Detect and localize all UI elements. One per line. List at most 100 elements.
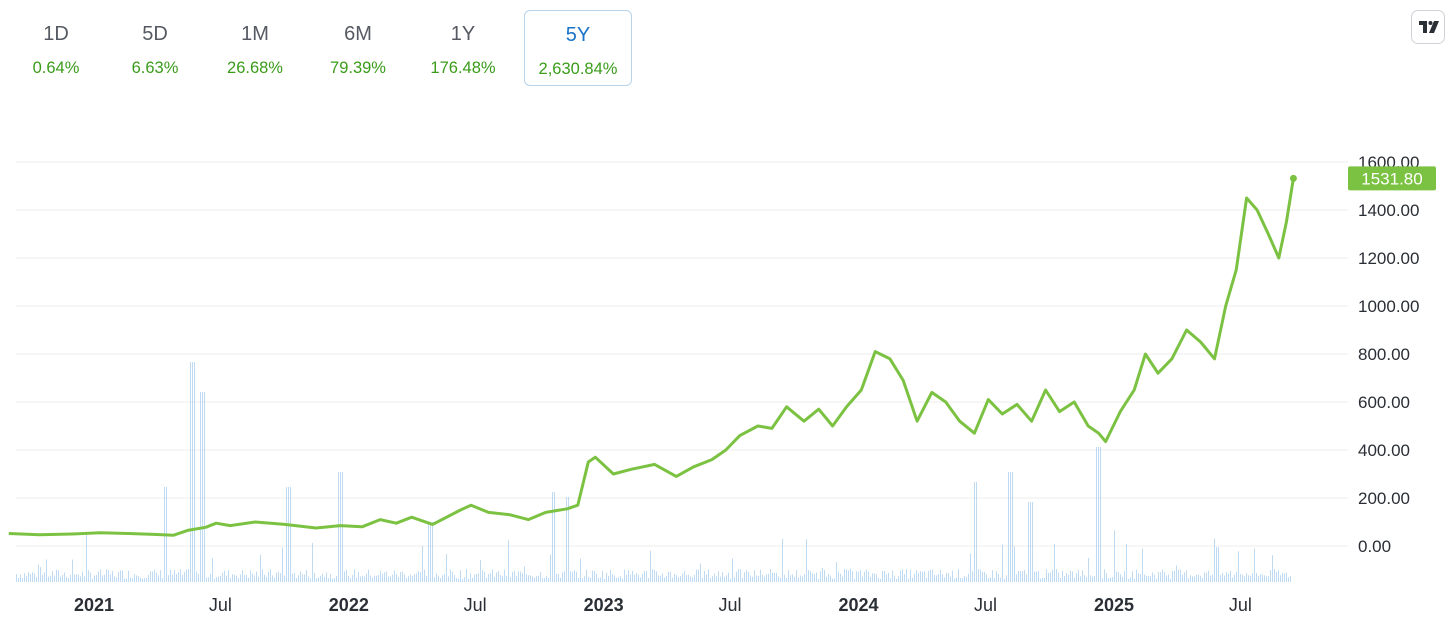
tradingview-logo-icon[interactable] <box>1411 10 1445 44</box>
volume-bar <box>210 573 211 582</box>
tab-5d[interactable]: 5D 6.63% <box>101 10 209 86</box>
volume-bar <box>632 570 633 582</box>
volume-bar <box>1024 570 1025 582</box>
volume-bar <box>916 570 917 582</box>
volume-bar <box>1030 502 1031 582</box>
volume-bar <box>44 572 45 582</box>
volume-bar <box>740 569 741 582</box>
volume-bar <box>1022 571 1023 582</box>
volume-bar <box>56 569 57 582</box>
volume-bar <box>880 578 881 582</box>
volume-bar <box>506 575 507 582</box>
volume-bar <box>744 572 745 582</box>
volume-bar <box>374 575 375 582</box>
volume-bar <box>256 571 257 582</box>
volume-bar <box>70 574 71 582</box>
volume-bar <box>424 569 425 582</box>
volume-bar <box>558 574 559 582</box>
volume-bar <box>588 576 589 582</box>
volume-bar <box>154 569 155 582</box>
volume-bar <box>54 575 55 582</box>
volume-bar <box>848 570 849 582</box>
volume-bar <box>1052 569 1053 582</box>
volume-bar <box>412 575 413 582</box>
volume-bar <box>178 572 179 582</box>
tab-change-value: 79.39% <box>330 59 386 77</box>
volume-bar <box>1056 569 1057 582</box>
volume-bar <box>710 578 711 582</box>
volume-bar <box>758 575 759 582</box>
volume-bar <box>980 569 981 582</box>
volume-bar <box>240 574 241 582</box>
volume-bar <box>900 570 901 582</box>
volume-bar <box>846 569 847 582</box>
volume-bar <box>656 571 657 582</box>
volume-bar <box>630 574 631 582</box>
volume-bar <box>680 576 681 582</box>
volume-bar <box>238 578 239 582</box>
volume-bar <box>1072 571 1073 582</box>
tab-5y[interactable]: 5Y 2,630.84% <box>524 10 632 86</box>
volume-bar <box>874 573 875 582</box>
volume-bar <box>784 574 785 582</box>
volume-bar <box>718 571 719 582</box>
volume-bar <box>932 569 933 582</box>
volume-bar <box>428 522 429 582</box>
volume-bar <box>1090 575 1091 582</box>
tab-1d[interactable]: 1D 0.64% <box>2 10 110 86</box>
volume-bar <box>128 570 129 582</box>
volume-bar <box>796 570 797 582</box>
volume-bar <box>1258 575 1259 582</box>
volume-bar <box>964 575 965 582</box>
volume-bar <box>652 569 653 582</box>
volume-bar <box>752 576 753 582</box>
volume-bar <box>108 570 109 582</box>
volume-bar <box>1264 575 1265 582</box>
volume-bar <box>704 571 705 582</box>
volume-bar <box>708 569 709 582</box>
volume-bar <box>898 576 899 582</box>
volume-bar <box>184 571 185 582</box>
volume-bar <box>1288 577 1289 582</box>
volume-bar <box>186 569 187 582</box>
volume-bar <box>1126 543 1127 582</box>
last-price-value: 1531.80 <box>1361 169 1422 188</box>
volume-bar <box>1010 472 1011 582</box>
volume-bar <box>830 575 831 582</box>
volume-bar <box>444 573 445 582</box>
volume-bar <box>298 575 299 582</box>
volume-bar <box>296 578 297 582</box>
volume-bar <box>896 578 897 582</box>
volume-bar <box>572 571 573 582</box>
tab-label: 6M <box>344 23 372 45</box>
volume-bar <box>1060 577 1061 582</box>
volume-bar <box>1260 574 1261 582</box>
volume-bar <box>988 578 989 582</box>
volume-bar <box>502 575 503 582</box>
tab-label: 5D <box>142 23 168 45</box>
volume-bar <box>612 573 613 582</box>
volume-bar <box>234 574 235 582</box>
volume-bar <box>364 576 365 582</box>
timeframe-tabs: 1D 0.64% 5D 6.63% 1M 26.68% 6M 79.39% 1Y… <box>0 0 700 100</box>
tab-1m[interactable]: 1M 26.68% <box>201 10 309 86</box>
volume-bar <box>326 572 327 582</box>
volume-bar <box>42 574 43 582</box>
tab-6m[interactable]: 6M 79.39% <box>304 10 412 86</box>
tab-1y[interactable]: 1Y 176.48% <box>409 10 517 86</box>
volume-bar <box>230 578 231 582</box>
volume-bar <box>944 577 945 582</box>
volume-bar <box>580 558 581 582</box>
volume-bar <box>658 575 659 582</box>
volume-bar <box>546 575 547 582</box>
volume-bar <box>332 578 333 582</box>
volume-bar <box>966 577 967 582</box>
volume-bar <box>570 571 571 582</box>
volume-bar <box>486 577 487 582</box>
volume-bar <box>816 572 817 582</box>
volume-bar <box>476 574 477 582</box>
volume-bar <box>264 574 265 582</box>
y-tick-label: 1200.00 <box>1358 249 1419 268</box>
volume-bar <box>696 569 697 582</box>
volume-bar <box>1106 573 1107 582</box>
